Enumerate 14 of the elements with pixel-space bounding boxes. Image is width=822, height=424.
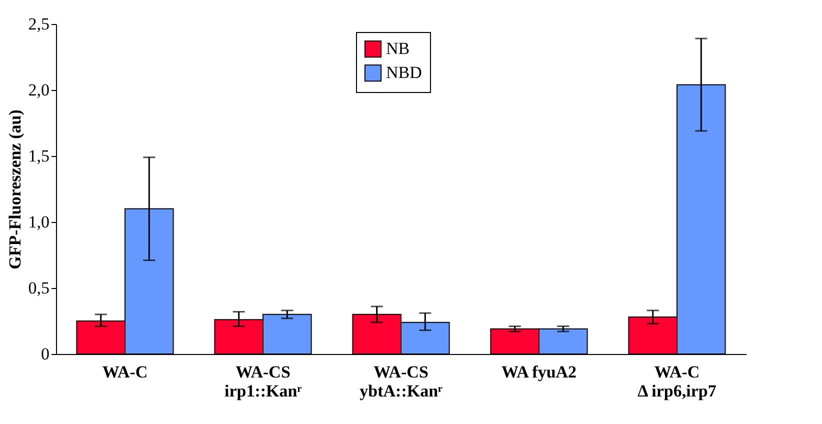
legend-label: NBD [386, 63, 422, 82]
legend-label: NB [386, 39, 410, 58]
x-tick-label: WA-C Δ irp6,irp7 [638, 362, 717, 400]
x-tick-label: WA-C [102, 362, 148, 382]
x-tick-label: WA fyuA2 [501, 362, 577, 382]
x-tick-label: WA-CS irp1::Kanʳ [224, 362, 302, 400]
y-tick-label: 1,5 [28, 146, 50, 166]
x-tick-label: WA-CS ybtA::Kanʳ [360, 362, 444, 400]
y-tick-label: 0,5 [28, 278, 50, 298]
y-tick-label: 2,5 [28, 14, 50, 34]
y-axis-title: GFP-Fluoreszenz (au) [5, 110, 24, 270]
y-tick-label: 2,0 [28, 80, 50, 100]
y-tick-label: 0 [41, 344, 50, 364]
y-tick-label: 1,0 [28, 212, 50, 232]
